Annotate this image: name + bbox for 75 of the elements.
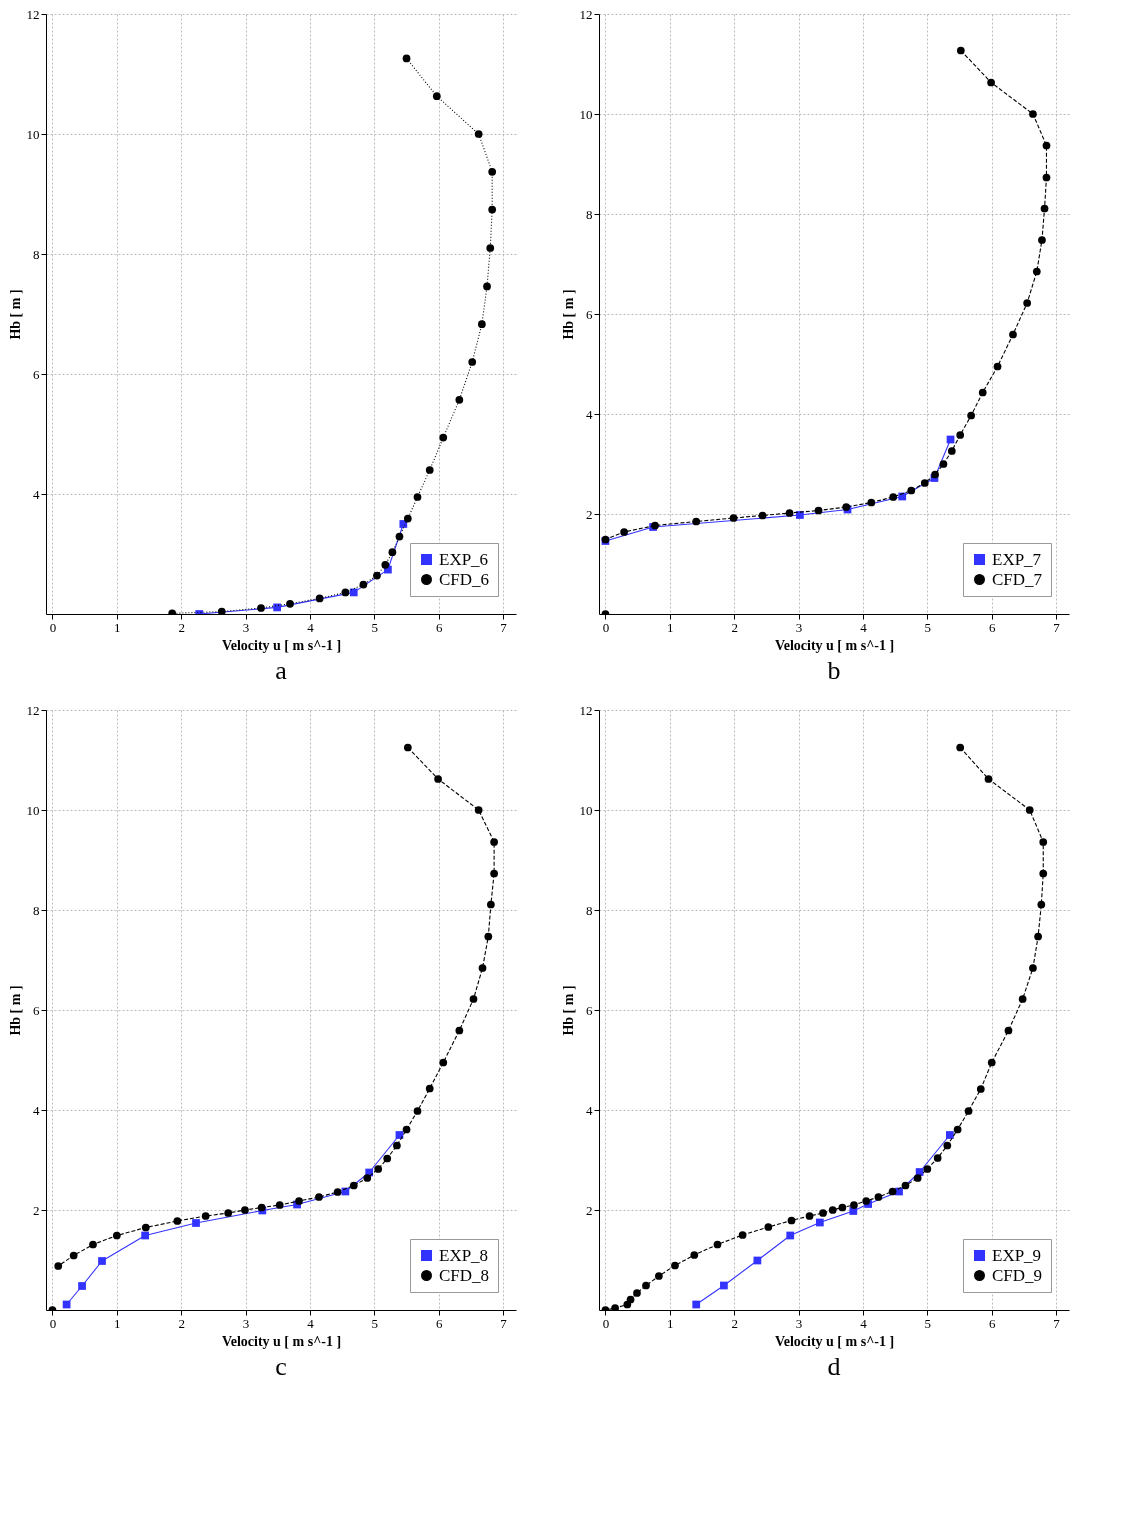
y-tick-label: 6 [33, 1002, 40, 1018]
x-tick-label: 3 [795, 1315, 803, 1331]
legend-label: CFD_8 [439, 1265, 490, 1285]
x-tick-label: 2 [178, 1315, 185, 1331]
y-tick-label: 12 [26, 702, 40, 718]
y-tick-label: 10 [26, 126, 40, 142]
x-axis-title: Velocity u [ m s^-1 ] [221, 1333, 342, 1349]
x-tick-label: 3 [242, 1315, 250, 1331]
x-tick-label: 7 [500, 619, 508, 635]
y-tick-label: 4 [586, 406, 593, 422]
y-axis-title: Hb [ m ] [560, 289, 576, 340]
y-axis-title: Hb [ m ] [7, 985, 23, 1036]
y-tick-label: 6 [33, 366, 40, 382]
y-tick-label: 8 [33, 902, 40, 918]
legend-label: CFD_9 [992, 1265, 1043, 1285]
legend-label: EXP_8 [439, 1245, 489, 1265]
x-tick-label: 5 [924, 619, 932, 635]
x-tick-label: 2 [731, 619, 738, 635]
text: b [827, 656, 841, 685]
legend-label: EXP_6 [439, 549, 489, 569]
y-tick-label: 4 [33, 1102, 40, 1118]
x-tick-label: 6 [435, 1315, 443, 1331]
x-tick-label: 6 [435, 619, 443, 635]
x-tick-label: 1 [114, 1315, 121, 1331]
x-tick-label: 1 [114, 619, 121, 635]
x-tick-label: 5 [371, 619, 379, 635]
y-tick-label: 4 [33, 486, 40, 502]
x-tick-label: 1 [667, 619, 674, 635]
legend-label: EXP_7 [992, 549, 1042, 569]
y-tick-label: 8 [33, 246, 40, 262]
x-tick-label: 0 [602, 619, 610, 635]
x-axis-title: Velocity u [ m s^-1 ] [774, 1333, 895, 1349]
y-tick-label: 2 [586, 1202, 593, 1218]
y-axis-title: Hb [ m ] [7, 289, 23, 340]
x-tick-label: 4 [307, 1315, 315, 1331]
x-axis-title: Velocity u [ m s^-1 ] [774, 637, 895, 653]
x-tick-label: 5 [371, 1315, 379, 1331]
text: d [827, 1352, 841, 1381]
x-tick-label: 4 [307, 619, 315, 635]
x-tick-label: 7 [500, 1315, 508, 1331]
x-tick-label: 7 [1053, 1315, 1061, 1331]
x-tick-label: 6 [988, 1315, 996, 1331]
legend-label: CFD_6 [439, 569, 490, 589]
x-tick-label: 5 [924, 1315, 932, 1331]
y-axis-title: Hb [ m ] [560, 985, 576, 1036]
x-tick-label: 3 [242, 619, 250, 635]
x-tick-label: 7 [1053, 619, 1061, 635]
y-tick-label: 6 [586, 1002, 593, 1018]
x-tick-label: 4 [860, 619, 868, 635]
y-tick-label: 2 [33, 1202, 40, 1218]
x-tick-label: 0 [49, 619, 57, 635]
text: c [275, 1352, 287, 1381]
text: a [275, 656, 288, 685]
x-tick-label: 4 [860, 1315, 868, 1331]
x-tick-label: 3 [795, 619, 803, 635]
y-tick-label: 10 [579, 106, 593, 122]
y-tick-label: 12 [579, 702, 593, 718]
y-tick-label: 12 [26, 6, 40, 22]
y-tick-label: 10 [579, 802, 593, 818]
x-tick-label: 0 [49, 1315, 57, 1331]
legend-label: EXP_9 [992, 1245, 1042, 1265]
legend-label: CFD_7 [992, 569, 1043, 589]
y-tick-label: 2 [586, 506, 593, 522]
x-tick-label: 6 [988, 619, 996, 635]
y-tick-label: 8 [586, 206, 593, 222]
y-tick-label: 6 [586, 306, 593, 322]
x-tick-label: 2 [731, 1315, 738, 1331]
y-tick-label: 10 [26, 802, 40, 818]
x-tick-label: 0 [602, 1315, 610, 1331]
y-tick-label: 12 [579, 6, 593, 22]
x-tick-label: 1 [667, 1315, 674, 1331]
y-tick-label: 4 [586, 1102, 593, 1118]
x-tick-label: 2 [178, 619, 185, 635]
y-tick-label: 8 [586, 902, 593, 918]
x-axis-title: Velocity u [ m s^-1 ] [221, 637, 342, 653]
